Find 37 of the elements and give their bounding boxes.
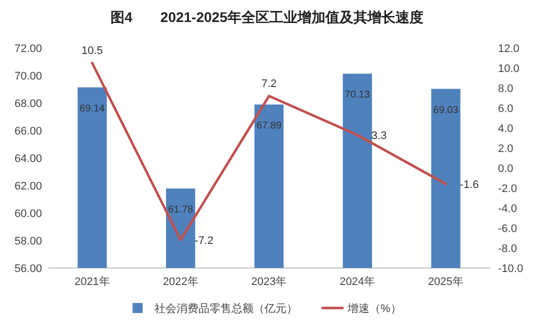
y-tick-label: 68.00 [14,98,42,110]
y-tick-label: 56.00 [14,263,42,275]
data-label: 70.13 [344,90,370,101]
x-tick-label: 2025年 [428,276,464,288]
y-tick-label: 70.00 [14,70,42,82]
y2-tick-label: -8.0 [498,243,517,255]
data-label: 10.5 [81,45,103,57]
y-tick-label: 64.00 [14,153,42,165]
data-label: 67.89 [256,120,282,132]
x-tick-label: 2024年 [340,276,376,288]
y2-tick-label: 10.0 [498,63,520,75]
y-tick-label: 72.00 [14,43,42,55]
legend-label: 增速（%） [346,302,402,315]
y2-tick-label: -2.0 [498,183,517,195]
data-label: 69.03 [433,104,459,116]
data-label: 69.14 [80,103,106,114]
y-tick-label: 60.00 [14,208,42,220]
y2-tick-label: 4.0 [498,123,514,135]
legend-label: 社会消费品零售总额（亿元） [154,302,298,315]
y-tick-label: 66.00 [14,126,42,138]
y2-tick-label: -10.0 [498,263,524,275]
y-tick-label: 58.00 [14,236,42,248]
x-tick-label: 2023年 [251,276,287,288]
y2-tick-label: -4.0 [498,203,517,215]
y2-tick-label: -6.0 [498,223,517,235]
x-tick-label: 2022年 [162,276,198,288]
y-tick-label: 62.00 [14,180,42,192]
chart-title: 图4 2021-2025年全区工业增加值及其增长速度 [110,9,424,25]
y2-tick-label: 0.0 [498,163,514,175]
y2-tick-label: 6.0 [498,103,514,115]
data-label: -7.2 [194,235,214,247]
data-label: 7.2 [261,78,277,90]
x-tick-label: 2021年 [74,276,110,288]
y2-tick-label: 12.0 [498,43,520,55]
y2-tick-label: 2.0 [498,143,514,155]
data-label: 61.78 [168,204,194,216]
y2-tick-label: 8.0 [498,83,514,95]
